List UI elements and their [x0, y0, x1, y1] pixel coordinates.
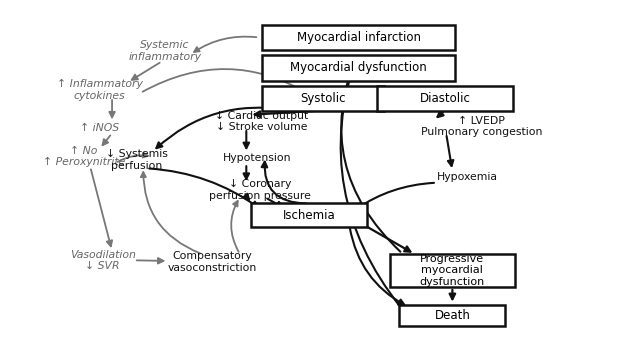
Text: ↑ iNOS: ↑ iNOS [80, 123, 119, 133]
FancyBboxPatch shape [377, 86, 513, 111]
Text: ↓ Systemis
perfusion: ↓ Systemis perfusion [106, 149, 168, 171]
FancyBboxPatch shape [262, 86, 384, 111]
Text: Myocardial dysfunction: Myocardial dysfunction [290, 62, 427, 74]
Text: Hypoxemia: Hypoxemia [437, 172, 498, 182]
Text: ↓ Cardiac output
↓ Stroke volume: ↓ Cardiac output ↓ Stroke volume [215, 111, 308, 132]
Text: Death: Death [435, 309, 471, 322]
Text: Systolic: Systolic [301, 91, 346, 105]
Text: ↑ Inflammatory
cytokines: ↑ Inflammatory cytokines [57, 79, 142, 101]
Text: Hypotension: Hypotension [222, 153, 291, 163]
Text: Diastolic: Diastolic [420, 91, 471, 105]
Text: ↑ No
↑ Peroxynitrite: ↑ No ↑ Peroxynitrite [43, 146, 125, 168]
Text: ↓ Coronary
perfusion pressure: ↓ Coronary perfusion pressure [209, 179, 311, 201]
Text: Vasodilation
↓ SVR: Vasodilation ↓ SVR [70, 250, 135, 271]
FancyBboxPatch shape [251, 203, 367, 227]
FancyBboxPatch shape [262, 55, 455, 81]
Text: ↑ LVEDP
Pulmonary congestion: ↑ LVEDP Pulmonary congestion [421, 116, 542, 137]
Text: Progressive
myocardial
dysfunction: Progressive myocardial dysfunction [420, 254, 485, 287]
Text: Compensatory
vasoconstriction: Compensatory vasoconstriction [168, 251, 256, 273]
Text: Systemic
inflammatory: Systemic inflammatory [129, 40, 202, 62]
FancyBboxPatch shape [390, 254, 515, 287]
FancyBboxPatch shape [399, 305, 505, 326]
Text: Myocardial infarction: Myocardial infarction [297, 31, 421, 45]
FancyBboxPatch shape [262, 26, 455, 50]
Text: Ischemia: Ischemia [282, 209, 335, 222]
